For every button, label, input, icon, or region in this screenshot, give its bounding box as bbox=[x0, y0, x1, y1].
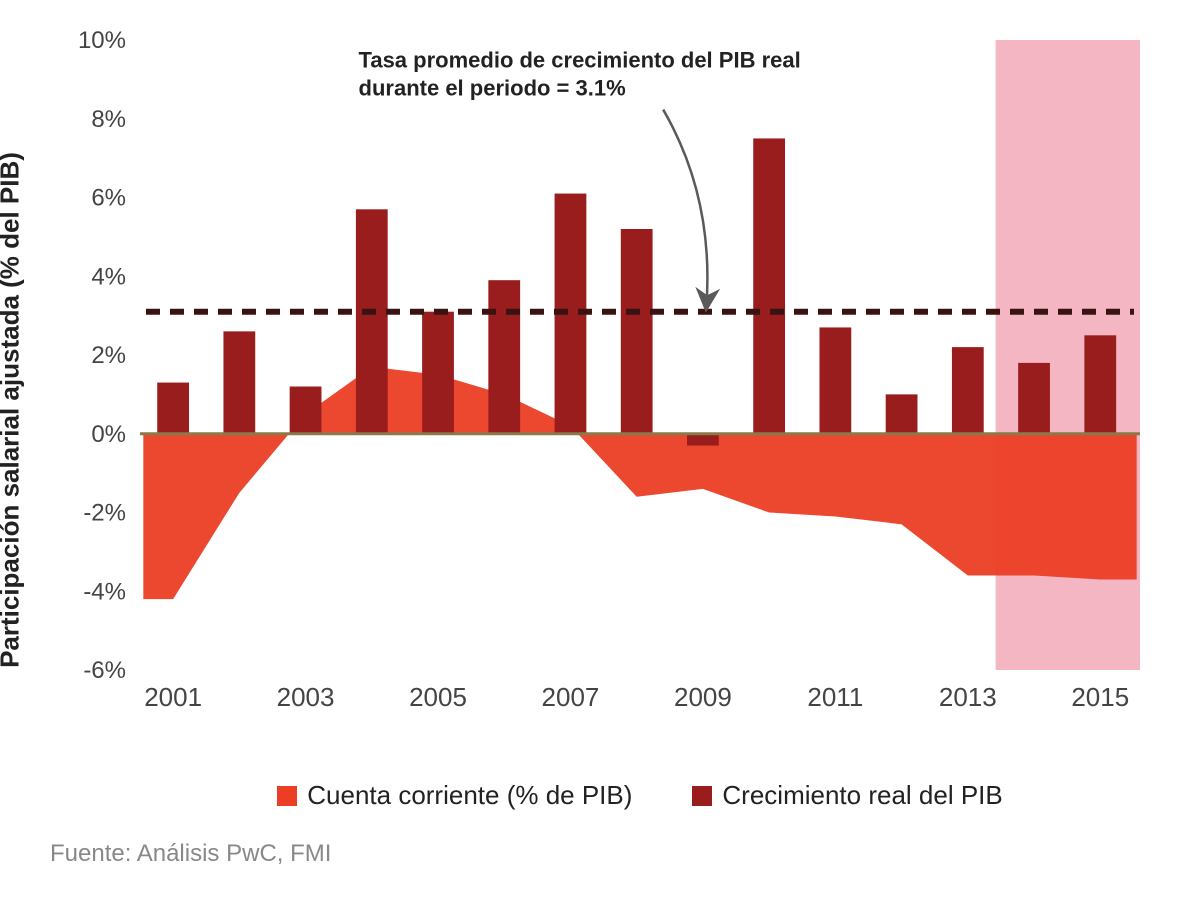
legend-label-bar: Crecimiento real del PIB bbox=[722, 780, 1002, 811]
svg-text:durante el periodo = 3.1%: durante el periodo = 3.1% bbox=[359, 76, 626, 101]
svg-text:2009: 2009 bbox=[674, 682, 732, 712]
svg-text:2001: 2001 bbox=[144, 682, 202, 712]
svg-text:2005: 2005 bbox=[409, 682, 467, 712]
svg-text:6%: 6% bbox=[91, 185, 126, 212]
svg-text:-6%: -6% bbox=[83, 657, 126, 684]
legend: Cuenta corriente (% de PIB) Crecimiento … bbox=[140, 780, 1140, 811]
svg-text:-4%: -4% bbox=[83, 578, 126, 605]
svg-text:2013: 2013 bbox=[939, 682, 997, 712]
svg-text:Tasa promedio de crecimiento d: Tasa promedio de crecimiento del PIB rea… bbox=[359, 48, 801, 73]
svg-text:-2%: -2% bbox=[83, 500, 126, 527]
legend-item-area: Cuenta corriente (% de PIB) bbox=[277, 780, 632, 811]
svg-text:2%: 2% bbox=[91, 342, 126, 369]
y-axis-label: Participación salarial ajustada (% del P… bbox=[0, 152, 26, 668]
plot-area: -6%-4%-2%0%2%4%6%8%10%200120032005200720… bbox=[140, 30, 1140, 730]
svg-text:2015: 2015 bbox=[1071, 682, 1129, 712]
svg-text:10%: 10% bbox=[78, 27, 126, 54]
chart-svg: -6%-4%-2%0%2%4%6%8%10%200120032005200720… bbox=[140, 30, 1140, 730]
source-note: Fuente: Análisis PwC, FMI bbox=[50, 840, 331, 868]
svg-text:8%: 8% bbox=[91, 106, 126, 133]
legend-label-area: Cuenta corriente (% de PIB) bbox=[307, 780, 632, 811]
svg-text:2007: 2007 bbox=[542, 682, 600, 712]
chart-container: Participación salarial ajustada (% del P… bbox=[20, 20, 1150, 800]
svg-text:0%: 0% bbox=[91, 421, 126, 448]
svg-text:4%: 4% bbox=[91, 263, 126, 290]
svg-text:2011: 2011 bbox=[807, 682, 863, 712]
legend-swatch-bar bbox=[692, 786, 712, 806]
legend-item-bar: Crecimiento real del PIB bbox=[692, 780, 1002, 811]
legend-swatch-area bbox=[277, 786, 297, 806]
svg-text:2003: 2003 bbox=[277, 682, 335, 712]
